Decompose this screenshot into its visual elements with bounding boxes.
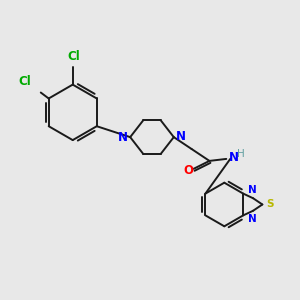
Text: S: S bbox=[266, 200, 274, 209]
Text: N: N bbox=[248, 214, 256, 224]
Text: N: N bbox=[118, 130, 128, 144]
Text: O: O bbox=[184, 164, 194, 177]
Text: N: N bbox=[229, 152, 239, 164]
Text: Cl: Cl bbox=[18, 75, 31, 88]
Text: N: N bbox=[248, 185, 256, 195]
Text: N: N bbox=[176, 130, 186, 142]
Text: Cl: Cl bbox=[67, 50, 80, 63]
Text: H: H bbox=[237, 149, 245, 159]
